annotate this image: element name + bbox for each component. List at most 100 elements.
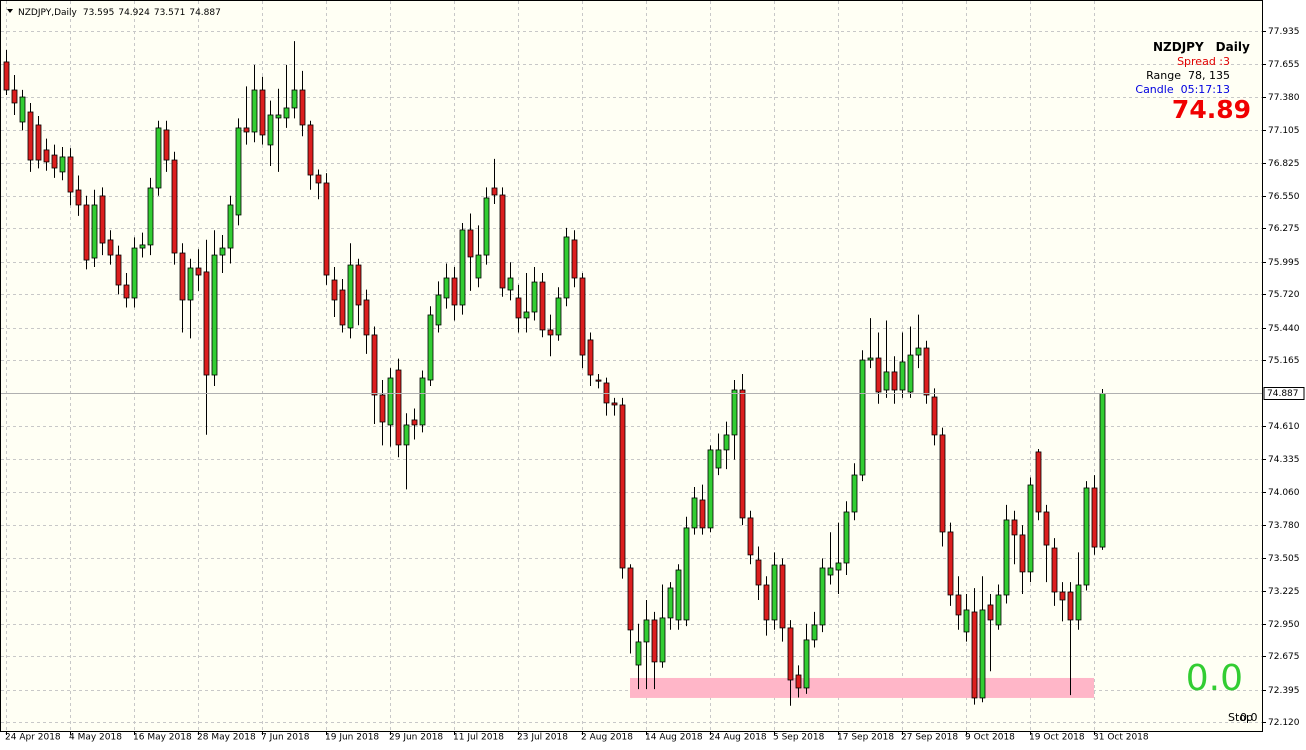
y-tick-label: 74.335 — [1268, 455, 1300, 465]
y-tick-label: 73.505 — [1268, 554, 1300, 564]
candle-body — [283, 107, 290, 119]
candle-body — [571, 239, 578, 279]
candle-body — [435, 294, 442, 326]
candle-body — [531, 281, 538, 313]
candle-body — [155, 127, 162, 189]
y-tick-label: 75.440 — [1268, 324, 1300, 334]
candle-body — [995, 594, 1002, 626]
x-tick-label: 19 Jun 2018 — [325, 733, 379, 743]
candle-body — [27, 111, 34, 161]
candle-body — [963, 609, 970, 633]
candle-body — [699, 499, 706, 529]
candle-body — [483, 197, 490, 256]
price-label: 74.887 — [1267, 389, 1299, 399]
candle-body — [635, 641, 642, 666]
candle-body — [819, 567, 826, 626]
candle-body — [987, 604, 994, 621]
candle-body — [579, 277, 586, 356]
candle-body — [67, 156, 74, 193]
candle-body — [339, 289, 346, 326]
candle-body — [371, 334, 378, 396]
candle-body — [243, 127, 250, 133]
candle-body — [403, 424, 410, 446]
candle-body — [683, 527, 690, 621]
chart-title: NZDJPY,Daily — [18, 8, 78, 18]
candle-body — [947, 531, 954, 596]
candle-body — [739, 389, 746, 519]
x-tick-label: 5 Sep 2018 — [773, 733, 825, 743]
candle-body — [467, 229, 474, 258]
candle-body — [123, 284, 130, 299]
candle-body — [179, 252, 186, 301]
candle-body — [883, 371, 890, 391]
candle-body — [267, 114, 274, 146]
x-tick-label: 23 Jul 2018 — [517, 733, 568, 743]
candle-body — [1075, 584, 1082, 621]
candle-body — [107, 239, 114, 256]
candle-body — [355, 264, 362, 306]
candle-body — [691, 497, 698, 529]
candle-body — [91, 204, 98, 259]
panel-symbol-name: NZDJPY — [1153, 40, 1204, 54]
candles — [3, 41, 1106, 706]
y-tick-label: 77.105 — [1268, 126, 1300, 136]
candle-body — [515, 297, 522, 319]
candle-body — [851, 474, 858, 513]
y-tick-label: 77.655 — [1268, 60, 1300, 70]
x-tick-label: 17 Sep 2018 — [837, 733, 894, 743]
candle-body — [627, 567, 634, 631]
panel-price: 74.89 — [1172, 95, 1251, 124]
candle-body — [771, 564, 778, 621]
candle-body — [1099, 393, 1106, 548]
candle-body — [619, 404, 626, 569]
y-tick-label: 76.825 — [1268, 159, 1300, 169]
header-low: 73.571 — [154, 8, 186, 18]
candle-body — [203, 271, 210, 376]
panel-symbol: NZDJPY Daily — [1153, 40, 1250, 54]
y-tick-label: 73.225 — [1268, 587, 1300, 597]
candle-body — [171, 159, 178, 254]
candle-body — [227, 204, 234, 249]
x-tick-label: 9 Oct 2018 — [965, 733, 1015, 743]
corner-value: 0.0 — [1186, 658, 1243, 699]
candle-body — [611, 402, 618, 406]
corner-text-overlap: 0.0 — [1240, 711, 1258, 724]
candle-body — [1027, 484, 1034, 573]
candle-body — [795, 674, 802, 689]
candle-body — [507, 277, 514, 291]
candle-body — [363, 299, 370, 336]
candle-body — [555, 297, 562, 336]
candle-body — [763, 584, 770, 621]
x-tick-label: 11 Jul 2018 — [453, 733, 504, 743]
candle-body — [299, 89, 306, 126]
candle-body — [347, 264, 354, 329]
candle-body — [75, 189, 82, 206]
candle-body — [187, 267, 194, 301]
candle-body — [443, 277, 450, 299]
x-tick-label: 4 May 2018 — [69, 733, 122, 743]
candle-body — [147, 187, 154, 246]
candle-body — [3, 61, 10, 91]
candle-body — [475, 254, 482, 279]
y-tick-label: 77.935 — [1268, 27, 1300, 37]
x-tick-label: 19 Oct 2018 — [1029, 733, 1085, 743]
y-tick-label: 74.060 — [1268, 488, 1300, 498]
candle-body — [715, 449, 722, 469]
candle-body — [195, 267, 202, 276]
price-label-box — [1263, 387, 1305, 400]
candle-body — [491, 187, 498, 196]
candle-body — [307, 124, 314, 176]
x-tick-label: 14 Aug 2018 — [645, 733, 703, 743]
y-tick-label: 72.950 — [1268, 620, 1300, 630]
candle-body — [939, 434, 946, 533]
candle-body — [827, 567, 834, 576]
chart-header: NZDJPY,Daily 73.595 74.924 73.571 74.887 — [18, 8, 221, 18]
candle-body — [675, 569, 682, 621]
candle-body — [499, 194, 506, 289]
candle-body — [387, 377, 394, 426]
menu-arrow[interactable] — [7, 9, 13, 13]
corner-text: Stop — [1228, 711, 1253, 724]
y-tick-label: 72.395 — [1268, 686, 1300, 696]
candle-body — [139, 244, 146, 249]
candle-body — [1083, 487, 1090, 586]
